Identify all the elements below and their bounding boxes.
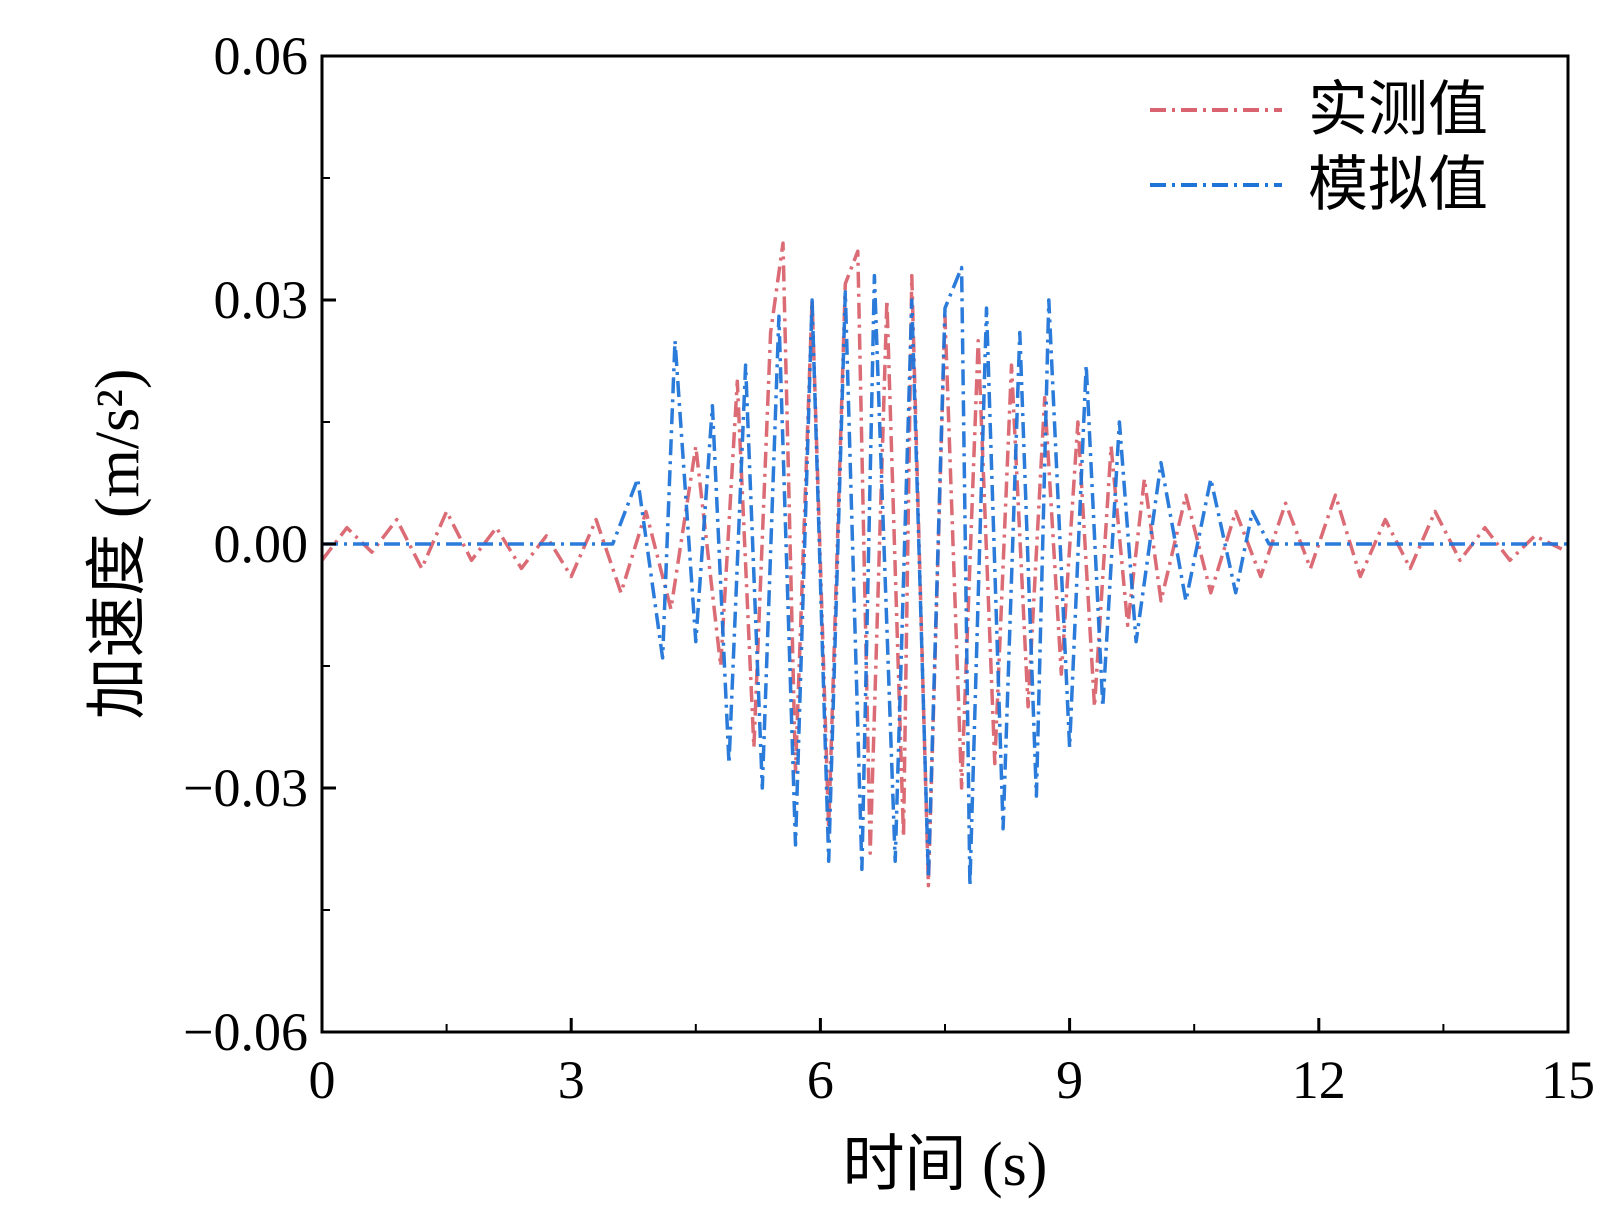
x-axis: 0 3 6 9 12 15: [309, 1018, 1595, 1110]
y-tick-label: 0.00: [214, 514, 309, 574]
y-axis: −0.06 −0.03 0.00 0.03 0.06: [183, 26, 336, 1062]
y-tick-label: −0.03: [183, 758, 308, 818]
y-tick-label: −0.06: [183, 1002, 308, 1062]
x-tick-label: 15: [1541, 1050, 1595, 1110]
x-tick-label: 3: [558, 1050, 585, 1110]
x-tick-label: 12: [1292, 1050, 1346, 1110]
series-layer: [322, 241, 1568, 888]
legend-label: 模拟值: [1308, 152, 1488, 218]
series-line-measured: [322, 241, 1568, 888]
y-axis-title: 加速度 (m/s²): [84, 369, 152, 720]
y-tick-label: 0.03: [214, 270, 309, 330]
x-tick-label: 9: [1056, 1050, 1083, 1110]
y-tick-label: 0.06: [214, 26, 309, 86]
x-tick-label: 6: [807, 1050, 834, 1110]
x-tick-label: 0: [309, 1050, 336, 1110]
x-axis-title: 时间 (s): [843, 1131, 1048, 1199]
legend-label: 实测值: [1308, 77, 1488, 143]
series-line-simulated: [322, 265, 1568, 888]
